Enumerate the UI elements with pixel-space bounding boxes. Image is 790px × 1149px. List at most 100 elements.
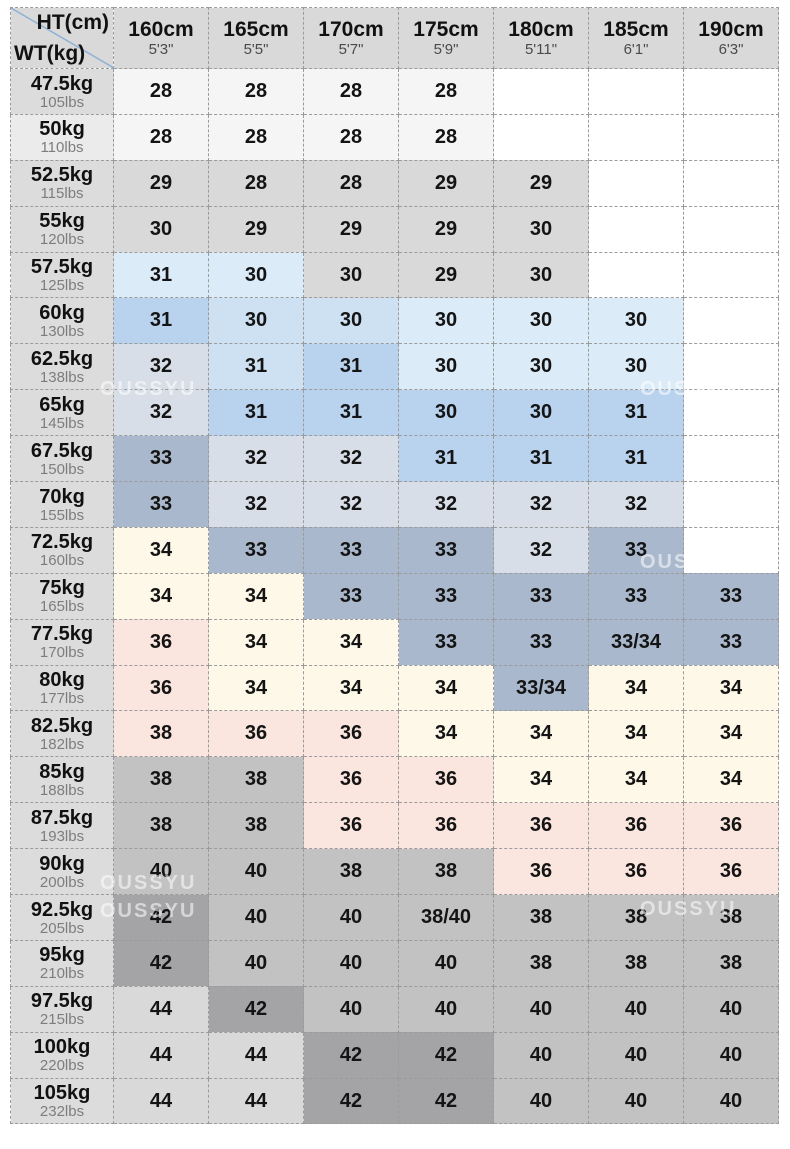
size-cell: 29 [398, 251, 494, 299]
size-cell: 34 [113, 526, 209, 574]
size-cell: 31 [398, 435, 494, 483]
size-cell: 36 [113, 664, 209, 712]
column-header-185cm: 185cm 6'1" [588, 7, 684, 69]
row-label-50kg: 50kg 110lbs [10, 113, 114, 161]
size-cell: 44 [113, 985, 209, 1033]
column-header-cm: 160cm [128, 17, 194, 41]
column-header-ft: 5'7" [338, 40, 364, 58]
row-label-72.5kg: 72.5kg 160lbs [10, 526, 114, 574]
size-cell: 38 [588, 939, 684, 987]
size-cell: 34 [208, 618, 304, 666]
empty-cell [588, 159, 684, 207]
row-kg-label: 80kg [39, 669, 85, 692]
empty-cell [683, 159, 779, 207]
size-cell: 32 [208, 481, 304, 528]
row-label-75kg: 75kg 165lbs [10, 572, 114, 620]
row-lbs-label: 188lbs [39, 781, 85, 799]
column-header-ft: 5'5" [243, 40, 269, 58]
size-cell: 29 [208, 205, 304, 253]
column-header-165cm: 165cm 5'5" [208, 7, 304, 69]
size-cell: 34 [683, 664, 779, 712]
size-cell: 30 [588, 297, 684, 345]
row-kg-label: 90kg [39, 852, 85, 875]
row-lbs-label: 165lbs [39, 598, 85, 616]
size-cell: 34 [493, 756, 589, 804]
size-cell: 30 [303, 251, 399, 299]
size-cell: 36 [588, 802, 684, 850]
row-label-67.5kg: 67.5kg 150lbs [10, 435, 114, 483]
table-row-70kg: 70kg 155lbs 33 32 32 32 32 32 [10, 481, 779, 528]
size-cell: 28 [398, 113, 494, 161]
table-row-87.5kg: 87.5kg 193lbs 38 38 36 36 36 36 36 [10, 802, 779, 850]
size-cell: 40 [588, 1077, 684, 1125]
column-header-175cm: 175cm 5'9" [398, 7, 494, 69]
size-cell: 42 [398, 1031, 494, 1079]
row-kg-label: 85kg [39, 760, 85, 783]
empty-cell [588, 113, 684, 161]
table-row-100kg: 100kg 220lbs 44 44 42 42 40 40 40 [10, 1031, 779, 1079]
table-row-65kg: 65kg 145lbs 32 31 31 30 30 31 [10, 389, 779, 437]
size-cell: 31 [208, 389, 304, 437]
table-row-95kg: 95kg 210lbs 42 40 40 40 38 38 38 [10, 939, 779, 987]
size-cell: 34 [398, 710, 494, 758]
empty-cell [683, 251, 779, 299]
size-cell: 33 [398, 572, 494, 620]
table-row-62.5kg: 62.5kg 138lbs 32 31 31 30 30 30 [10, 343, 779, 391]
size-table: HT(cm) WT(kg) 160cm 5'3" 165cm 5'5" 170cm 5'7… [10, 7, 779, 1125]
size-cell: 42 [303, 1077, 399, 1125]
size-cell: 29 [303, 205, 399, 253]
size-cell: 33 [493, 572, 589, 620]
size-cell: 38 [113, 710, 209, 758]
size-cell: 32 [493, 526, 589, 574]
size-cell: 30 [493, 251, 589, 299]
size-cell: 31 [588, 435, 684, 483]
column-header-160cm: 160cm 5'3" [113, 7, 209, 69]
size-cell: 28 [113, 68, 209, 115]
table-row-82.5kg: 82.5kg 182lbs 38 36 36 34 34 34 34 [10, 710, 779, 758]
size-cell: 38 [398, 848, 494, 896]
size-cell: 34 [588, 710, 684, 758]
row-label-90kg: 90kg 200lbs [10, 848, 114, 896]
empty-cell [683, 113, 779, 161]
size-cell: 30 [398, 343, 494, 391]
size-cell: 29 [113, 159, 209, 207]
size-cell: 40 [303, 985, 399, 1033]
size-cell: 33 [493, 618, 589, 666]
corner-wt-label: WT(kg) [14, 42, 86, 65]
size-cell: 30 [113, 205, 209, 253]
size-cell: 40 [208, 848, 304, 896]
size-cell: 32 [303, 435, 399, 483]
row-lbs-label: 120lbs [39, 231, 85, 249]
size-cell: 36 [493, 802, 589, 850]
diagonal-line [11, 8, 114, 68]
size-cell: 34 [493, 710, 589, 758]
size-cell: 44 [113, 1031, 209, 1079]
size-cell: 34 [113, 572, 209, 620]
size-cell: 40 [683, 1077, 779, 1125]
size-cell: 32 [208, 435, 304, 483]
row-label-55kg: 55kg 120lbs [10, 205, 114, 253]
size-cell: 30 [398, 389, 494, 437]
size-cell: 40 [398, 939, 494, 987]
size-cell: 38 [208, 802, 304, 850]
size-cell: 40 [113, 848, 209, 896]
row-kg-label: 62.5kg [30, 347, 94, 370]
row-kg-label: 55kg [39, 210, 85, 233]
row-kg-label: 100kg [33, 1036, 91, 1059]
size-cell: 34 [588, 664, 684, 712]
size-cell: 28 [208, 113, 304, 161]
size-cell: 40 [588, 985, 684, 1033]
row-lbs-label: 110lbs [40, 139, 84, 157]
size-cell: 31 [208, 343, 304, 391]
column-header-180cm: 180cm 5'11" [493, 7, 589, 69]
row-label-97.5kg: 97.5kg 215lbs [10, 985, 114, 1033]
size-cell: 28 [303, 68, 399, 115]
size-cell: 40 [493, 1031, 589, 1079]
size-cell: 44 [208, 1031, 304, 1079]
row-lbs-label: 205lbs [39, 919, 85, 937]
row-lbs-label: 215lbs [39, 1011, 85, 1029]
size-cell: 33 [113, 435, 209, 483]
size-cell: 28 [303, 159, 399, 207]
size-cell: 44 [113, 1077, 209, 1125]
